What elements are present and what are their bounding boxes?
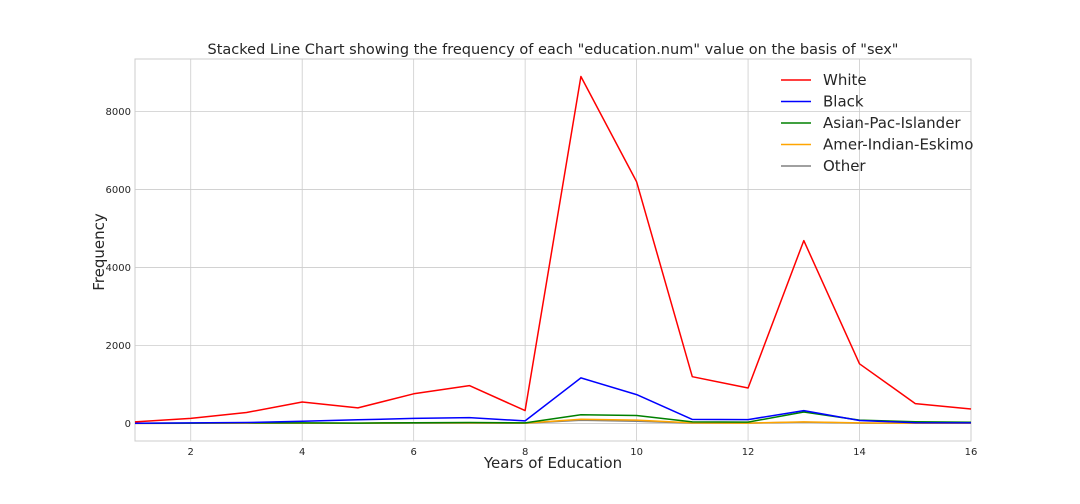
y-tick-label: 4000 [106,263,131,274]
x-tick-label: 16 [965,447,978,458]
legend: White Black Asian-Pac-Islander Amer-Indian-… [781,71,973,175]
series-lines [134,75,972,425]
series-line-white [134,75,972,423]
y-tick-label: 2000 [106,341,131,352]
legend-label-asian-pac-islander: Asian-Pac-Islander [823,114,961,132]
y-tick-label: 0 [125,419,131,430]
x-tick-label: 2 [188,447,194,458]
x-tick-label: 8 [522,447,528,458]
plot-frame [134,58,972,442]
chart-title: Stacked Line Chart showing the frequency… [208,42,899,58]
x-tick-label: 4 [299,447,305,458]
legend-label-black: Black [823,93,864,111]
x-tick-label: 12 [742,447,755,458]
legend-label-amer-indian-eskimo: Amer-Indian-Eskimo [823,136,973,154]
grid [135,59,972,441]
tick-labels: 2 4 6 8 10 12 14 16 0 2000 4000 6000 8000 [106,107,978,458]
legend-label-white: White [823,71,867,89]
x-axis-label: Years of Education [483,454,622,472]
x-tick-label: 6 [410,447,416,458]
x-tick-label: 14 [853,447,866,458]
x-tick-label: 10 [630,447,643,458]
legend-label-other: Other [823,157,866,175]
series-line-black [134,377,972,425]
y-axis-label: Frequency [90,213,108,291]
y-tick-label: 8000 [106,107,131,118]
y-tick-label: 6000 [106,185,131,196]
